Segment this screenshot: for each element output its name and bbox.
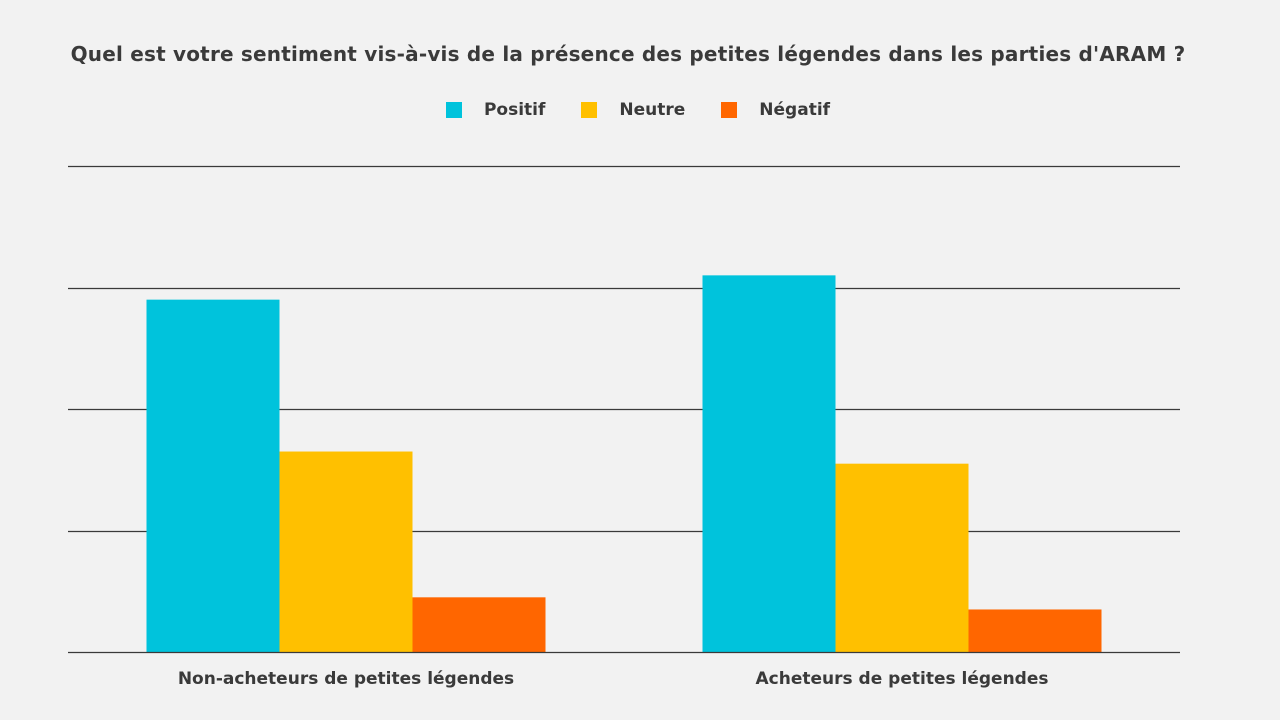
x-tick-label: Acheteurs de petites légendes: [756, 669, 1049, 689]
legend-item-neutre: Neutre: [581, 100, 685, 120]
bar-ngatif-1: [968, 609, 1102, 652]
legend-label-neutre: Neutre: [619, 100, 686, 120]
legend-swatch-neutre: [581, 102, 598, 118]
x-tick-label: Non-acheteurs de petites légendes: [178, 669, 514, 689]
bar-neutre-0: [279, 451, 413, 652]
legend-swatch-positif: [445, 102, 462, 118]
legend-swatch-negatif: [721, 102, 738, 118]
bar-ngatif-0: [412, 597, 546, 652]
legend-item-negatif: Négatif: [721, 100, 830, 120]
legend-item-positif: Positif: [445, 100, 546, 120]
legend-label-positif: Positif: [483, 100, 546, 120]
chart-title: Quel est votre sentiment vis-à-vis de la…: [70, 42, 1186, 66]
bar-positif-1: [702, 275, 836, 652]
legend-label-negatif: Négatif: [759, 100, 831, 120]
bar-positif-0: [146, 299, 280, 652]
legend: Positif Neutre Négatif: [0, 100, 1276, 120]
bar-neutre-1: [835, 463, 969, 652]
